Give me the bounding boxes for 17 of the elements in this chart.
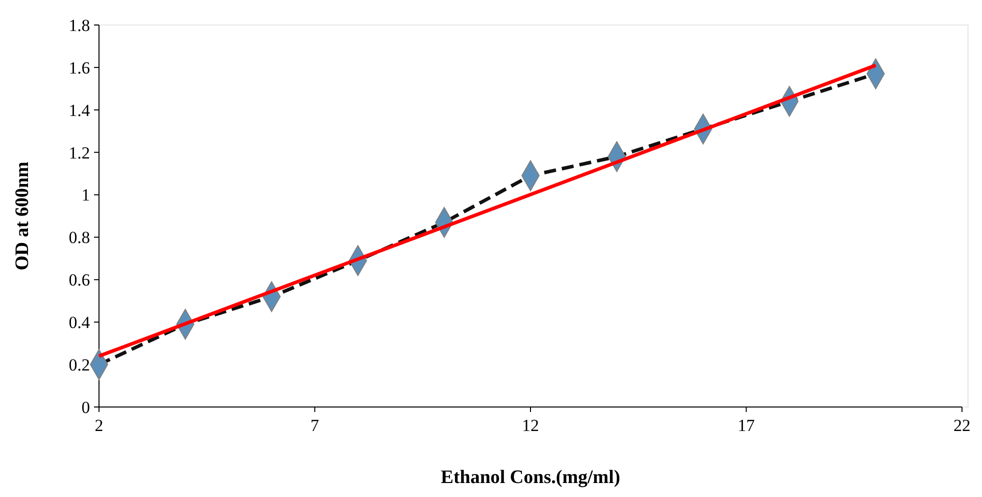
x-tick-label: 12 [522,416,539,435]
y-tick-label: 0.4 [68,313,90,332]
y-axis-title: OD at 600nm [12,161,33,270]
x-axis-title: Ethanol Cons.(mg/ml) [440,467,620,488]
x-tick-label: 2 [94,416,104,435]
y-tick-label: 1.8 [68,16,90,35]
y-tick-label: 1.2 [68,143,90,162]
y-tick-label: 1.4 [68,100,90,120]
x-tick-label: 22 [954,416,970,435]
y-tick-label: 1 [82,186,90,205]
y-tick-label: 0 [82,398,90,417]
y-tick-label: 0.6 [68,270,90,290]
x-tick-label: 7 [310,416,320,435]
x-tick-label: 17 [738,416,756,435]
y-tick-label: 0.8 [68,228,90,248]
y-tick-label: 0.2 [68,356,90,375]
y-tick-label: 1.6 [68,58,90,78]
